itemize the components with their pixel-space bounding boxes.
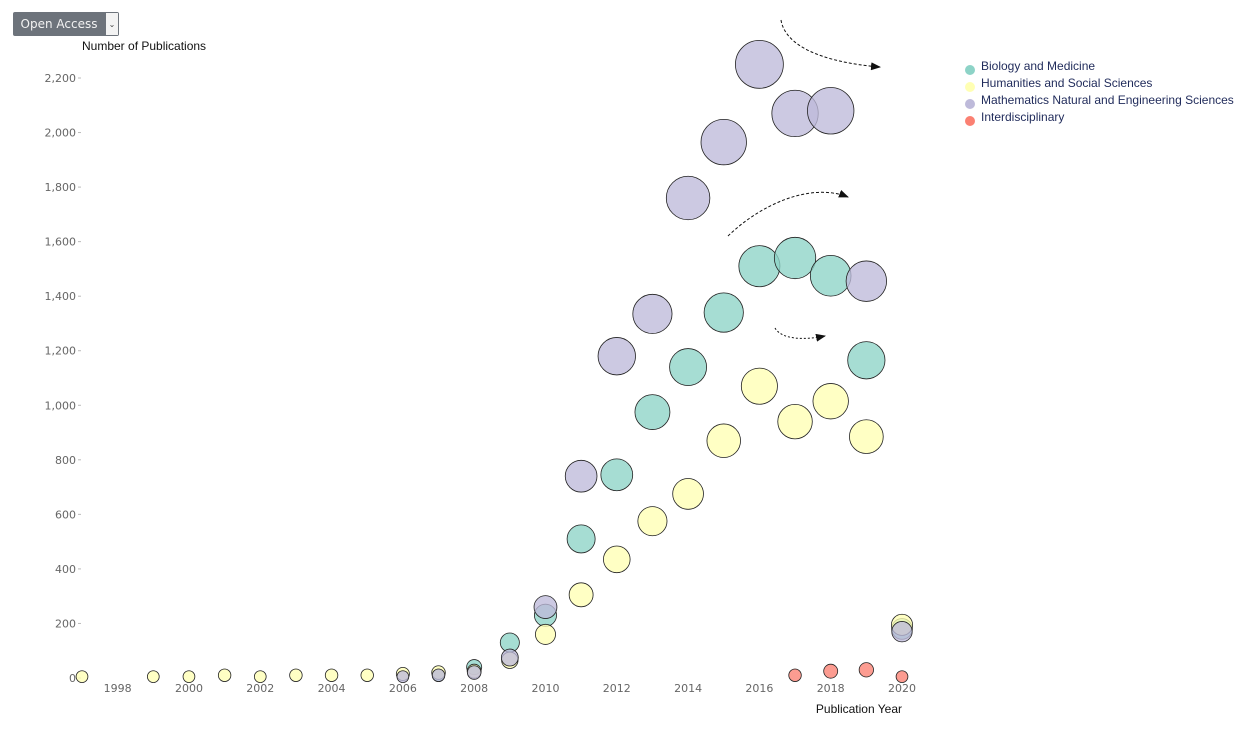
bubble-mathematics[interactable] [564,459,598,493]
bubble-humanities[interactable] [324,668,339,682]
bubble-biology[interactable] [809,254,852,297]
bubble-humanities[interactable] [603,545,631,574]
legend: Biology and Medicine Humanities and Socia… [965,59,1234,126]
y-tick-label: 400 [55,563,76,576]
bubble-humanities[interactable] [637,506,668,537]
x-tick-label: 2004 [318,682,346,695]
bubble-humanities[interactable] [182,670,196,683]
legend-swatch [965,65,975,75]
dropdown-selected-label[interactable]: Open Access [13,12,105,36]
x-tick-label: 1998 [104,682,132,695]
x-tick-label: 2002 [246,682,274,695]
bubbles [75,39,913,683]
y-tick-label: 2,200 [45,72,77,85]
bubble-mathematics[interactable] [632,293,673,334]
x-tick-label: 2018 [817,682,845,695]
legend-label[interactable]: Humanities and Social Sciences [981,76,1152,90]
bubble-humanities[interactable] [289,668,303,682]
bubble-mathematics[interactable] [891,621,913,643]
bubble-biology[interactable] [600,458,634,492]
y-tick-label: 0 [69,672,76,685]
bubble-biology[interactable] [703,292,744,333]
bubble-mathematics[interactable] [466,665,482,680]
bubble-biology[interactable] [669,348,707,386]
x-tick-label: 2016 [745,682,773,695]
legend-label[interactable]: Interdisciplinary [981,110,1064,124]
y-tick-label: 1,200 [45,345,77,358]
bubble-mathematics[interactable] [845,260,888,302]
bubble-humanities[interactable] [706,423,741,458]
legend-swatch [965,99,975,109]
x-tick-label: 2010 [531,682,559,695]
bubble-humanities[interactable] [672,478,704,510]
trend-arrow [774,327,826,342]
x-axis: 1998 2000 2002 2004 2006 2008 2010 2012 2014 2016… [104,682,916,695]
bubble-humanities[interactable] [740,367,778,405]
bubble-mathematics[interactable] [533,595,558,619]
y-axis-title: Number of Publications [82,39,206,53]
x-tick-label: 2006 [389,682,417,695]
bubble-humanities[interactable] [75,670,89,683]
bubble-biology[interactable] [738,245,781,288]
bubble-mathematics[interactable] [396,670,410,683]
bubble-mathematics[interactable] [735,39,784,89]
legend-swatch [965,116,975,126]
y-tick-label: 1,800 [45,181,77,194]
x-axis-title: Publication Year [816,702,902,716]
bubble-biology[interactable] [847,341,886,380]
legend-swatch [965,82,975,92]
y-tick-label: 1,400 [45,290,77,303]
bubble-humanities[interactable] [253,670,267,683]
bubble-interdisciplinary[interactable] [895,670,909,683]
bubble-biology[interactable] [773,236,817,280]
y-tick-label: 1,000 [45,399,77,412]
bubble-mathematics[interactable] [431,668,446,682]
bubble-humanities[interactable] [535,623,556,645]
bubble-interdisciplinary[interactable] [788,668,802,682]
x-tick-label: 2000 [175,682,203,695]
bubble-mathematics[interactable] [597,337,636,376]
bubble-humanities[interactable] [360,668,374,682]
x-tick-label: 2008 [460,682,488,695]
bubble-humanities[interactable] [812,383,849,420]
y-axis: 0 200 400 600 800 1,000 1,200 1,400 1,600 1,800 2,… [45,72,81,685]
bubble-mathematics[interactable] [665,175,711,221]
trend-arrow [780,19,881,71]
legend-label[interactable]: Biology and Medicine [981,59,1095,73]
bubble-biology[interactable] [566,524,596,554]
legend-label[interactable]: Mathematics Natural and Engineering Scie… [981,93,1234,107]
trend-arrow [727,189,849,237]
x-tick-label: 2014 [674,682,702,695]
x-tick-label: 2020 [888,682,916,695]
y-tick-label: 800 [55,454,76,467]
bubble-mathematics[interactable] [807,87,855,135]
bubble-mathematics[interactable] [500,648,519,667]
bubble-mathematics[interactable] [700,118,747,166]
bubble-biology[interactable] [634,394,671,430]
bubble-humanities[interactable] [849,419,884,454]
bubble-humanities[interactable] [777,403,813,440]
bubble-interdisciplinary[interactable] [823,663,839,679]
y-tick-label: 2,000 [45,127,77,140]
trend-arrows [727,19,881,342]
y-tick-label: 1,600 [45,236,77,249]
bubble-interdisciplinary[interactable] [858,662,874,678]
y-tick-label: 600 [55,508,76,521]
bubble-humanities[interactable] [147,670,160,683]
chevron-down-icon[interactable]: ⌄ [105,12,119,36]
y-tick-label: 200 [55,617,76,630]
bubble-humanities[interactable] [568,582,594,608]
x-tick-label: 2012 [603,682,631,695]
bubble-humanities[interactable] [217,668,232,682]
open-access-dropdown[interactable]: Open Access ⌄ [13,12,119,36]
